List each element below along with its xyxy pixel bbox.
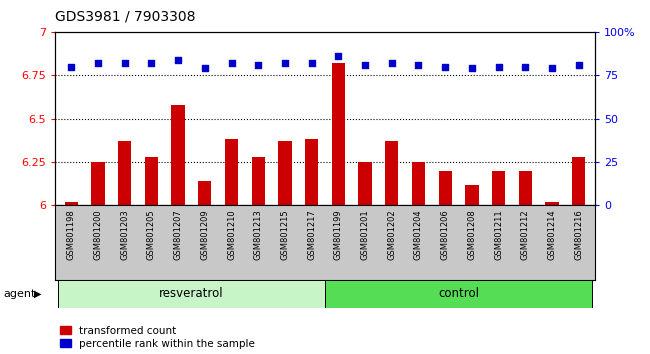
Text: resveratrol: resveratrol bbox=[159, 287, 224, 300]
Bar bbox=[118, 141, 131, 205]
Point bbox=[306, 60, 317, 66]
Bar bbox=[64, 202, 78, 205]
Bar bbox=[91, 162, 105, 205]
Point bbox=[387, 60, 397, 66]
Text: control: control bbox=[438, 287, 479, 300]
Text: GSM801212: GSM801212 bbox=[521, 209, 530, 260]
Bar bbox=[412, 162, 425, 205]
Bar bbox=[305, 139, 318, 205]
Text: GSM801199: GSM801199 bbox=[334, 209, 343, 260]
Point bbox=[440, 64, 450, 69]
Bar bbox=[545, 202, 559, 205]
Bar bbox=[465, 184, 478, 205]
Point bbox=[547, 65, 557, 71]
Bar bbox=[492, 171, 505, 205]
Text: GSM801207: GSM801207 bbox=[174, 209, 183, 260]
Point bbox=[493, 64, 504, 69]
Text: ▶: ▶ bbox=[34, 289, 42, 299]
Text: GSM801211: GSM801211 bbox=[494, 209, 503, 260]
Point bbox=[360, 62, 370, 68]
Text: GSM801201: GSM801201 bbox=[361, 209, 370, 260]
Point bbox=[66, 64, 77, 69]
Text: GSM801208: GSM801208 bbox=[467, 209, 476, 260]
Text: GSM801202: GSM801202 bbox=[387, 209, 396, 260]
Text: GSM801203: GSM801203 bbox=[120, 209, 129, 260]
Text: GSM801204: GSM801204 bbox=[414, 209, 423, 260]
Point bbox=[573, 62, 584, 68]
Bar bbox=[332, 63, 345, 205]
Point bbox=[120, 60, 130, 66]
Text: GSM801217: GSM801217 bbox=[307, 209, 316, 260]
Point bbox=[173, 57, 183, 62]
Text: GSM801206: GSM801206 bbox=[441, 209, 450, 260]
Point bbox=[467, 65, 477, 71]
Point bbox=[200, 65, 210, 71]
Text: GSM801214: GSM801214 bbox=[547, 209, 556, 260]
Text: GSM801209: GSM801209 bbox=[200, 209, 209, 260]
Bar bbox=[385, 141, 398, 205]
Bar bbox=[145, 157, 158, 205]
Point bbox=[413, 62, 424, 68]
Text: GSM801210: GSM801210 bbox=[227, 209, 236, 260]
Text: GSM801213: GSM801213 bbox=[254, 209, 263, 260]
Bar bbox=[172, 105, 185, 205]
Bar bbox=[198, 181, 211, 205]
Text: GSM801205: GSM801205 bbox=[147, 209, 156, 260]
Bar bbox=[225, 139, 238, 205]
Bar bbox=[519, 171, 532, 205]
Legend: transformed count, percentile rank within the sample: transformed count, percentile rank withi… bbox=[60, 326, 255, 349]
Point bbox=[280, 60, 290, 66]
Bar bbox=[358, 162, 372, 205]
Point bbox=[253, 62, 263, 68]
Text: GSM801200: GSM801200 bbox=[94, 209, 103, 260]
Text: GDS3981 / 7903308: GDS3981 / 7903308 bbox=[55, 9, 196, 23]
Point bbox=[333, 53, 344, 59]
Point bbox=[93, 60, 103, 66]
Point bbox=[226, 60, 237, 66]
Bar bbox=[439, 171, 452, 205]
Text: agent: agent bbox=[3, 289, 36, 299]
Bar bbox=[58, 280, 325, 308]
Bar bbox=[252, 157, 265, 205]
Point bbox=[520, 64, 530, 69]
Text: GSM801198: GSM801198 bbox=[67, 209, 76, 260]
Bar bbox=[572, 157, 586, 205]
Bar bbox=[325, 280, 592, 308]
Point bbox=[146, 60, 157, 66]
Text: GSM801215: GSM801215 bbox=[280, 209, 289, 260]
Text: GSM801216: GSM801216 bbox=[574, 209, 583, 260]
Bar bbox=[278, 141, 292, 205]
